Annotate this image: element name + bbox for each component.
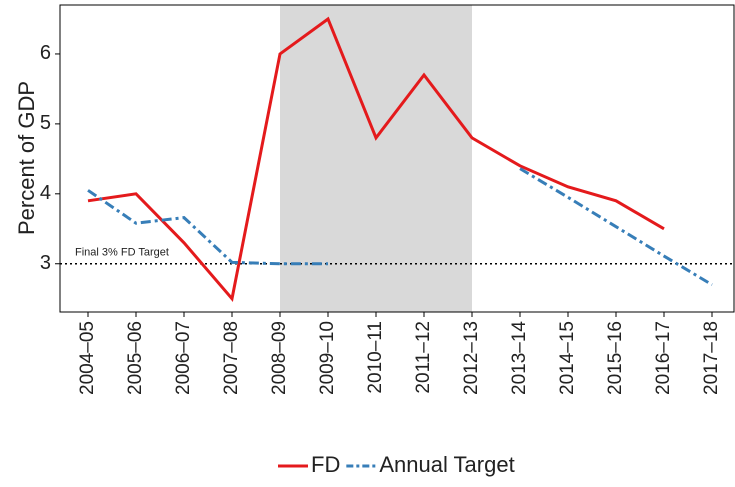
legend-label: FD xyxy=(311,452,340,477)
x-tick-label: 2014–15 xyxy=(557,321,578,395)
x-tick-label: 2016–17 xyxy=(653,321,674,395)
x-tick-label: 2015–16 xyxy=(605,321,626,395)
x-tick-label: 2013–14 xyxy=(509,321,530,395)
y-tick-label: 6 xyxy=(40,42,51,64)
x-tick-label: 2012–13 xyxy=(461,321,482,395)
shaded-region xyxy=(280,5,472,312)
x-tick-label: 2004–05 xyxy=(77,321,98,395)
reference-label: Final 3% FD Target xyxy=(75,247,169,259)
x-tick-label: 2011–12 xyxy=(413,321,434,394)
x-tick-label: 2007–08 xyxy=(221,321,242,395)
x-tick-label: 2008–09 xyxy=(269,321,290,395)
series-line xyxy=(87,16,665,303)
x-tick-label: 2017–18 xyxy=(701,321,722,395)
y-tick-label: 4 xyxy=(40,182,51,204)
series-line xyxy=(87,167,713,287)
x-tick-label: 2010–11 xyxy=(365,321,386,394)
x-tick-label: 2005–06 xyxy=(125,321,146,395)
x-tick-label: 2006–07 xyxy=(173,321,194,395)
y-axis-label: Percent of GDP xyxy=(14,81,39,235)
legend-label: Annual Target xyxy=(379,452,514,477)
y-tick-label: 5 xyxy=(40,112,51,134)
x-tick-label: 2009–10 xyxy=(317,321,338,395)
y-tick-label: 3 xyxy=(40,252,51,274)
plot-border xyxy=(59,4,735,313)
